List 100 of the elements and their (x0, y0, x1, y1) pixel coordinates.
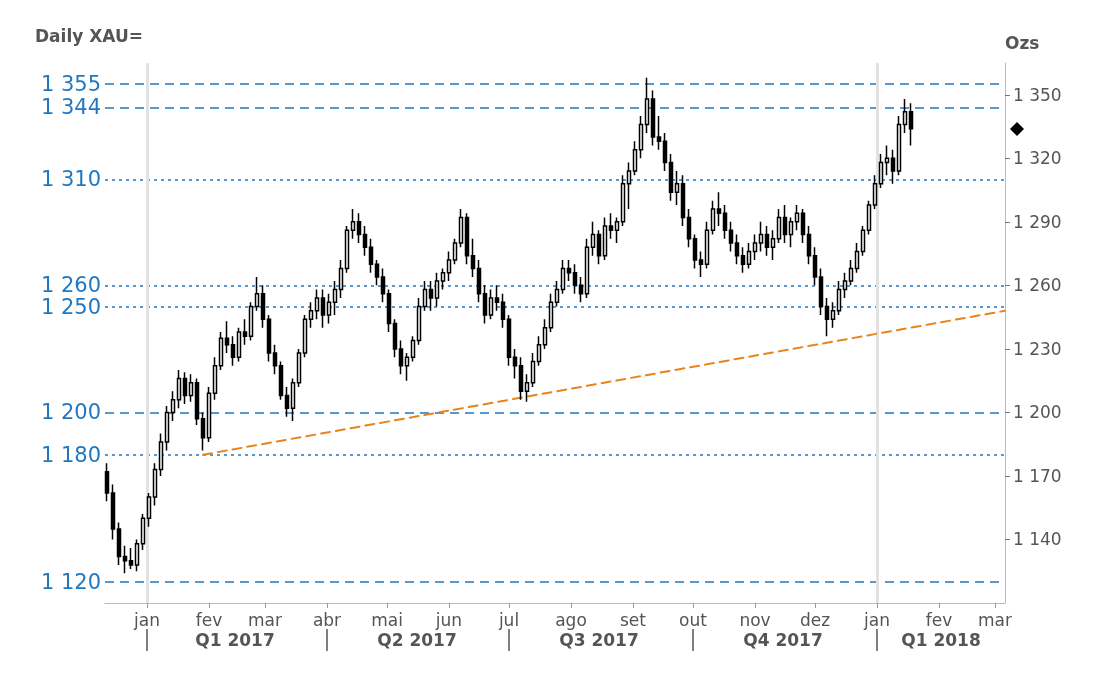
x-tick-label: ago (555, 609, 587, 630)
candlestick (518, 356, 524, 401)
y-tick-label: 1 230 (1013, 338, 1062, 359)
candlestick (692, 233, 698, 270)
candlestick (620, 174, 626, 227)
candlestick (416, 297, 422, 346)
candlestick (332, 280, 338, 316)
y-tick-label: 1 140 (1013, 529, 1062, 550)
candlestick (650, 89, 656, 147)
candlestick (104, 462, 110, 503)
candlestick (854, 242, 860, 274)
candlestick (260, 284, 266, 329)
candlestick (404, 352, 410, 382)
candlestick (242, 318, 248, 346)
candlestick (710, 199, 716, 236)
candlestick (794, 204, 800, 232)
candlestick (818, 267, 824, 316)
candlestick (902, 98, 908, 134)
ref-line-label: 1 180 (40, 442, 101, 467)
candlestick (734, 233, 740, 265)
candlestick (428, 280, 434, 312)
y-tick-label: 1 200 (1013, 402, 1062, 423)
candlestick (134, 538, 140, 572)
candlestick (842, 271, 848, 299)
y-tick-label: 1 170 (1013, 465, 1062, 486)
candlestick (206, 386, 212, 443)
candlestick (194, 377, 200, 426)
candlestick (224, 320, 230, 354)
candlestick (596, 229, 602, 265)
candlestick (440, 267, 446, 291)
candlestick (248, 301, 254, 342)
candlestick (656, 115, 662, 151)
candlestick (212, 356, 218, 401)
x-tick-label: mar (248, 609, 282, 630)
candlestick (680, 174, 686, 227)
candlestick (380, 267, 386, 304)
candlestick (374, 259, 380, 287)
candlestick (296, 348, 302, 388)
candlestick (542, 318, 548, 350)
candlestick (566, 259, 572, 282)
candlestick (188, 373, 194, 403)
candlestick (782, 204, 788, 244)
candlestick (170, 390, 176, 422)
candlestick (314, 288, 320, 320)
candlestick (788, 216, 794, 248)
candlestick (824, 297, 830, 337)
candlestick (722, 204, 728, 240)
candlestick (116, 521, 122, 566)
y-tick-label: 1 260 (1013, 275, 1062, 296)
candlestick (494, 284, 500, 312)
candlestick (746, 242, 752, 270)
y-axis-title: Ozs (1005, 32, 1040, 53)
candlestick (614, 216, 620, 244)
x-tick-label: abr (312, 609, 342, 630)
candlestick (320, 288, 326, 329)
candlestick (512, 348, 518, 380)
candlestick (830, 301, 836, 329)
candlestick (140, 513, 146, 551)
candlestick (776, 208, 782, 244)
candlestick (848, 259, 854, 287)
candlestick (632, 140, 638, 176)
candlestick (284, 386, 290, 418)
candlestick (470, 238, 476, 278)
candlestick (434, 271, 440, 308)
candlestick (530, 352, 536, 388)
ref-line-label: 1 200 (40, 400, 101, 425)
x-tick-label: mai (371, 609, 403, 630)
x-tick-label: fev (925, 609, 953, 630)
x-tick-label: dez (799, 609, 831, 630)
candlestick (590, 221, 596, 257)
candlestick (128, 547, 134, 570)
candlestick (326, 293, 332, 325)
x-tick-label: mar (978, 609, 1012, 630)
candlestick (716, 191, 722, 227)
x-tick-label: jul (497, 609, 520, 630)
candlestick (506, 314, 512, 367)
candlestick (236, 326, 242, 363)
candlestick (368, 238, 374, 274)
x-tick-label: out (679, 609, 708, 630)
candlestick (356, 212, 362, 244)
x-tick-label: nov (739, 609, 771, 630)
candlestick (452, 238, 458, 265)
candlestick (338, 259, 344, 299)
candlestick (392, 318, 398, 359)
candlestick (254, 276, 260, 312)
candlestick (896, 115, 902, 176)
candlestick (176, 369, 182, 409)
candlestick (524, 373, 530, 403)
candlestick (488, 288, 494, 320)
candlestick (866, 199, 872, 236)
x2-tick-label: Q2 2017 (377, 629, 457, 650)
candlestick (890, 149, 896, 185)
candlestick (362, 225, 368, 257)
candlestick (608, 212, 614, 240)
candlestick (662, 132, 668, 172)
candlestick (164, 405, 170, 452)
candlestick (476, 259, 482, 304)
candlestick (758, 221, 764, 253)
candlestick (230, 335, 236, 367)
candlestick (812, 246, 818, 287)
